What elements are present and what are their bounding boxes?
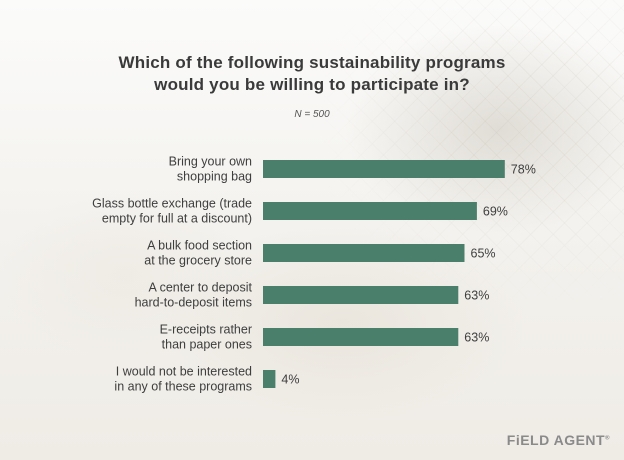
value-label-5: 4%	[281, 373, 299, 387]
bar-3	[263, 286, 459, 304]
chart-title-line-2: would you be willing to participate in?	[154, 75, 470, 94]
chart-title: Which of the following sustainability pr…	[0, 52, 624, 96]
chart-subtitle: N = 500	[294, 109, 330, 120]
category-label-2: A bulk food section at the grocery store	[144, 239, 252, 268]
field-agent-logo: FiELD AGENT®	[506, 432, 610, 448]
value-label-4: 63%	[464, 331, 489, 345]
bar-2	[263, 244, 465, 262]
chart-title-line-1: Which of the following sustainability pr…	[118, 53, 506, 72]
bar-0	[263, 160, 505, 178]
value-label-3: 63%	[464, 289, 489, 303]
category-label-4: E-receipts rather than paper ones	[160, 323, 252, 352]
category-label-0: Bring your own shopping bag	[169, 155, 252, 184]
value-label-2: 65%	[471, 247, 496, 261]
bar-4	[263, 328, 459, 346]
brand-name: FiELD AGENT	[506, 432, 606, 448]
value-label-1: 69%	[483, 205, 508, 219]
category-label-5: I would not be interested in any of these…	[114, 365, 252, 394]
category-label-1: Glass bottle exchange (trade empty for fu…	[92, 197, 252, 226]
bar-5	[263, 370, 276, 388]
category-label-3: A center to deposit hard-to-deposit items	[135, 281, 253, 310]
bar-1	[263, 202, 477, 220]
value-label-0: 78%	[511, 163, 536, 177]
